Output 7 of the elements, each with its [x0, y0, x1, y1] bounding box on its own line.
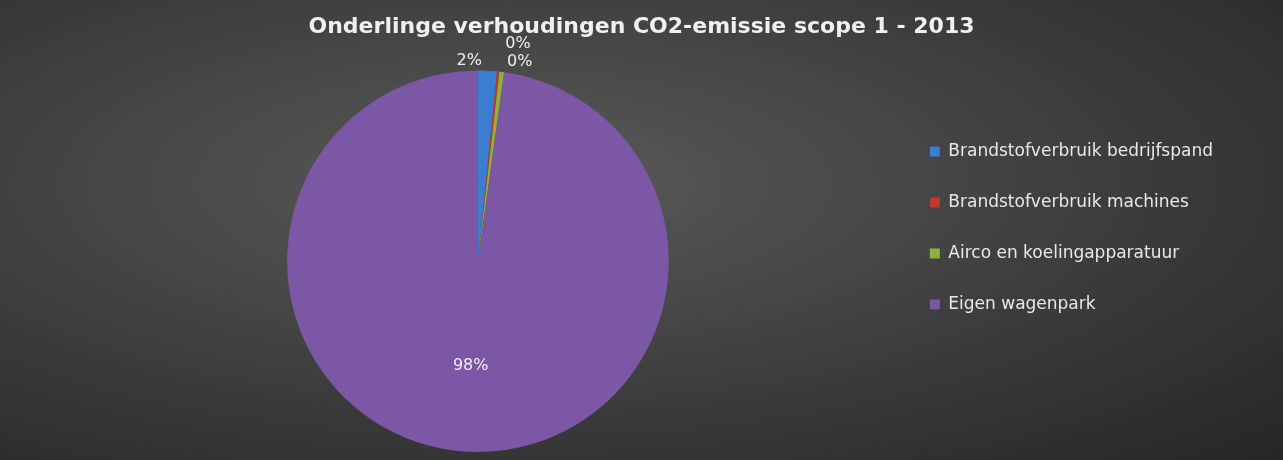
legend-label: Brandstofverbruik bedrijfspand [948, 139, 1213, 160]
data-label: 2% [456, 49, 482, 69]
data-label: 0% [507, 51, 533, 71]
legend-label: Airco en koelingapparatuur [948, 241, 1180, 262]
data-label: 98% [452, 355, 489, 375]
legend-label: Brandstofverbruik machines [948, 190, 1189, 211]
legend-label: Eigen wagenpark [948, 292, 1096, 313]
